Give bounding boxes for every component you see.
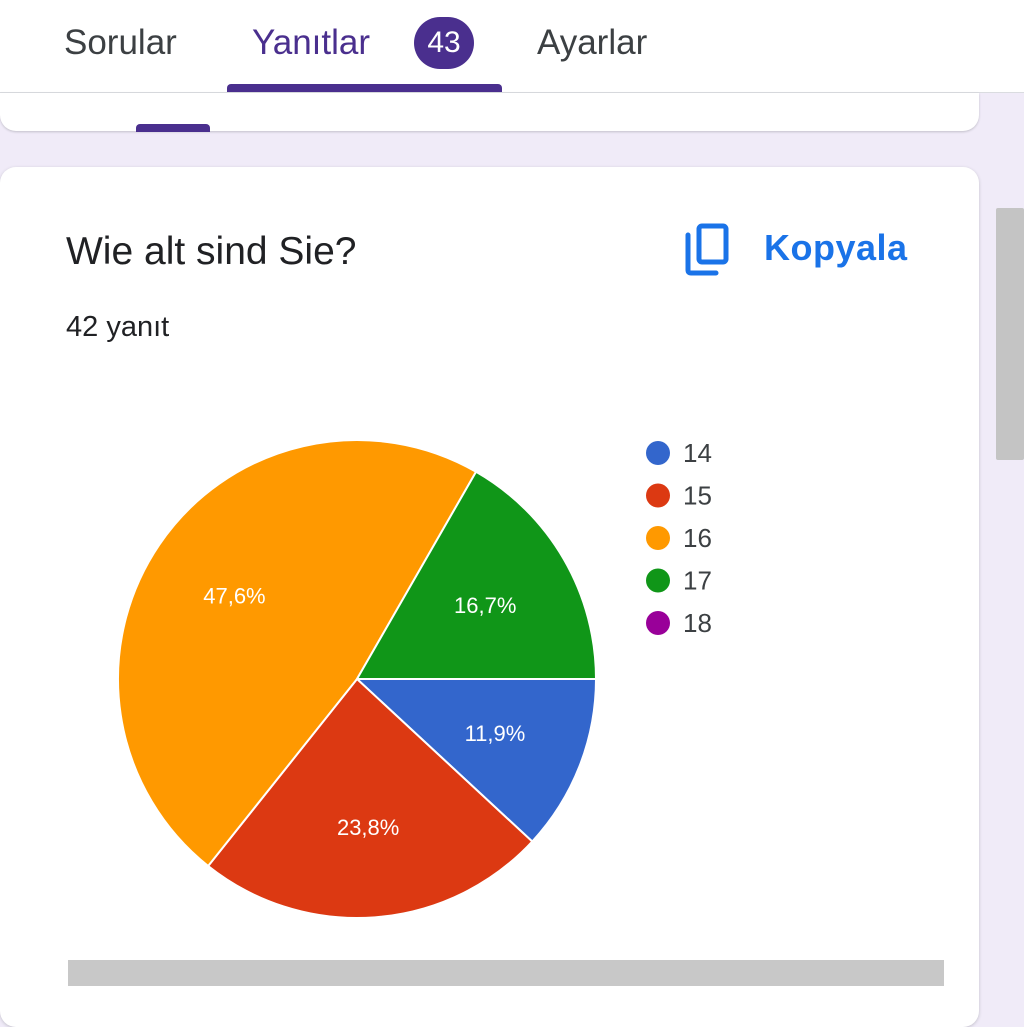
responses-count-badge: 43 <box>414 17 474 69</box>
pie-slice-14 <box>354 678 598 843</box>
legend-label-14: 14 <box>683 438 712 468</box>
legend-marker-14 <box>646 441 670 465</box>
question-title: Wie alt sind Sie? <box>66 230 357 273</box>
copy-icon <box>685 223 729 276</box>
tab-responses[interactable]: Yanıtlar <box>252 23 371 62</box>
copy-button-label: Kopyala <box>764 227 908 268</box>
legend-marker-16 <box>646 526 670 550</box>
legend-marker-15 <box>646 483 670 508</box>
pie-slice-17 <box>355 470 598 680</box>
pie-chart: 11,9% 23,8% 47,6% 16,7% 14 15 16 17 18 <box>117 438 712 919</box>
tab-settings[interactable]: Ayarlar <box>537 23 648 62</box>
response-count: 42 yanıt <box>66 311 170 343</box>
pie-data-label-17: 16,7% <box>454 593 516 618</box>
legend-label-18: 18 <box>683 608 712 638</box>
pie-data-label-15: 23,8% <box>337 815 399 840</box>
legend-marker-17 <box>646 568 670 593</box>
legend-label-16: 16 <box>683 523 712 553</box>
legend-label-15: 15 <box>683 481 712 511</box>
next-chart-placeholder <box>68 960 944 986</box>
pie-data-label-14: 11,9% <box>465 721 526 746</box>
legend-marker-18 <box>646 611 670 635</box>
legend-label-17: 17 <box>683 566 712 596</box>
scrollbar-thumb[interactable] <box>996 208 1024 460</box>
pie-data-label-16: 47,6% <box>203 584 265 609</box>
pie-slice-16 <box>117 439 478 868</box>
active-tab-indicator <box>227 84 502 92</box>
pie-slice-15 <box>206 677 534 919</box>
tab-bar: Sorular Yanıtlar 43 Ayarlar <box>0 0 1024 93</box>
tab-questions[interactable]: Sorular <box>64 23 177 62</box>
previous-card-marker <box>136 124 210 132</box>
copy-button[interactable]: Kopyala <box>680 218 910 282</box>
